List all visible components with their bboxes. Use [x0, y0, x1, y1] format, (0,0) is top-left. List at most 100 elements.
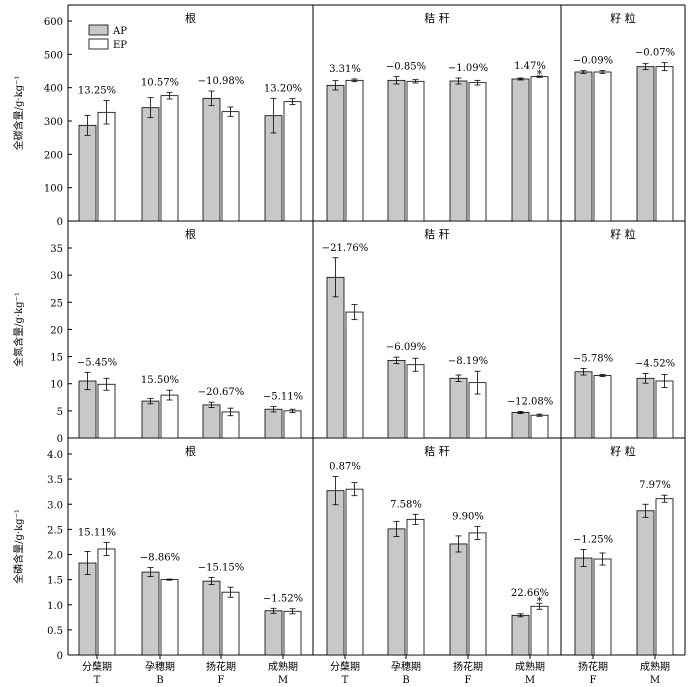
- x-stage-label: 孕穗期: [391, 660, 421, 673]
- bar-ep: [283, 610, 302, 656]
- bar-ep: [221, 111, 240, 222]
- data-label: 15.50%: [141, 375, 179, 386]
- bar-ep: [468, 532, 487, 656]
- panel-title: 根: [185, 227, 196, 241]
- x-stage-label: 成熟期: [515, 660, 545, 673]
- y-tick-label: 10: [50, 380, 63, 391]
- bar-ep: [655, 498, 674, 656]
- bar-ap: [387, 359, 406, 439]
- bar-ap: [326, 490, 345, 656]
- bar-ap: [326, 84, 345, 222]
- bar-ap: [574, 71, 593, 222]
- bar-ep: [345, 311, 364, 439]
- bar-ep: [406, 518, 425, 656]
- x-stage-code: T: [94, 675, 101, 686]
- bar-ap: [264, 408, 283, 439]
- bar-ep: [283, 101, 302, 222]
- data-label: −0.85%: [386, 62, 426, 73]
- y-tick-label: 0.5: [47, 626, 63, 637]
- bar-ep: [160, 579, 179, 656]
- panel-3: 籽 粒 −0.09% −0.07%: [573, 11, 675, 222]
- bar-ap: [511, 614, 530, 656]
- bar-ep: [530, 76, 549, 222]
- bar-ap: [636, 510, 655, 656]
- bar-ap: [141, 571, 160, 656]
- data-label: −21.76%: [322, 243, 369, 254]
- y-tick-label: 2.5: [47, 525, 63, 536]
- bar-ep: [345, 488, 364, 656]
- y-tick-label: 500: [44, 50, 63, 61]
- y-axis-label: 全磷含量/g·kg⁻¹: [12, 509, 25, 584]
- x-stage-label: 成熟期: [268, 660, 298, 673]
- x-stage-label: 扬花期: [578, 660, 608, 673]
- data-label: 7.97%: [639, 480, 671, 491]
- bar-ep: [593, 375, 612, 439]
- y-tick-label: 20: [50, 325, 63, 336]
- panel-2: 秸 秆 3.31% −0.85% −1.09% 1.47%*: [326, 12, 549, 222]
- data-label: −8.19%: [448, 356, 488, 367]
- bar-ap: [141, 400, 160, 439]
- bar-ep: [97, 383, 116, 439]
- bar-ap: [202, 404, 221, 439]
- panel-title: 秸 秆: [424, 228, 450, 241]
- data-label: 13.25%: [78, 86, 116, 97]
- bar-ap: [574, 557, 593, 656]
- data-label: −15.15%: [198, 563, 245, 574]
- legend: AP EP: [88, 24, 127, 51]
- x-category-labels: 分蘖期 T 孕穗期 B 扬花期 F 成熟期 M 分蘖期 T 孕穗期 B 扬花期 F 成熟期 M 扬花期 F 成熟期 M: [82, 655, 670, 686]
- x-stage-label: 分蘖期: [330, 660, 360, 673]
- y-tick-label: 600: [44, 17, 63, 28]
- chart-row-1: 0 100 200 300 400 500 600 全碳含量/g·kg⁻¹ 根 13.25% 10.…: [12, 11, 685, 228]
- bar-ap: [636, 377, 655, 439]
- x-stage-code: F: [590, 675, 597, 686]
- data-label: 1.47%: [514, 61, 546, 72]
- y-axis-label: 全碳含量/g·kg⁻¹: [12, 76, 25, 151]
- bar-ap: [387, 79, 406, 222]
- chart-row-2: 0 5 10 15 20 25 30 35 全氮含量/g·kg⁻¹ 根 −5.45% 15.50% −2…: [12, 227, 685, 445]
- x-stage-code: M: [650, 675, 660, 686]
- bar-ap: [387, 528, 406, 656]
- y-tick-label: 35: [50, 244, 63, 255]
- y-tick-label: 3.0: [47, 500, 63, 511]
- bar-ap: [78, 124, 97, 222]
- data-label: −20.67%: [198, 387, 245, 398]
- y-tick-label: 2.0: [47, 551, 63, 562]
- data-label: −5.45%: [77, 357, 117, 368]
- bar-ap: [202, 97, 221, 222]
- y-tick-label: 100: [44, 184, 63, 195]
- bar-ap: [636, 66, 655, 222]
- data-label: −1.52%: [263, 593, 303, 604]
- x-stage-label: 扬花期: [206, 660, 236, 673]
- significance-star: *: [537, 68, 543, 81]
- panel-1: 根 −5.45% 15.50% −20.67% −5.11%: [77, 227, 303, 439]
- legend-ep-label: EP: [113, 40, 127, 51]
- bar-ap: [141, 107, 160, 222]
- bar-ep: [283, 410, 302, 439]
- y-tick-label: 3.5: [47, 475, 63, 486]
- bar-ep: [530, 414, 549, 439]
- bar-ep: [655, 66, 674, 222]
- panel-1: 根 13.25% 10.57% −10.98% 13.20%: [78, 11, 302, 222]
- bar-ep: [97, 111, 116, 222]
- legend-ap-swatch: [88, 24, 109, 36]
- data-label: −10.98%: [198, 76, 245, 87]
- bar-ep: [406, 80, 425, 222]
- y-tick-label: 25: [50, 298, 63, 309]
- bar-ep: [406, 364, 425, 439]
- bar-ap: [264, 610, 283, 656]
- x-stage-label: 分蘖期: [82, 660, 112, 673]
- data-label: −12.08%: [507, 396, 554, 407]
- legend-ap-label: AP: [112, 26, 127, 37]
- panel-3: 籽 粒 −1.25% 7.97%: [573, 444, 674, 656]
- panel-title: 籽 粒: [610, 11, 636, 25]
- y-axis-label: 全氮含量/g·kg⁻¹: [12, 292, 25, 367]
- data-label: −1.25%: [573, 534, 613, 545]
- y-tick-label: 30: [50, 271, 63, 282]
- bar-ep: [97, 548, 116, 656]
- bar-ap: [574, 371, 593, 439]
- y-tick-label: 0: [57, 217, 63, 228]
- y-tick-label: 0: [57, 651, 63, 662]
- panel-title: 籽 粒: [610, 444, 636, 458]
- data-label: −6.09%: [386, 342, 426, 353]
- bar-ep: [593, 71, 612, 222]
